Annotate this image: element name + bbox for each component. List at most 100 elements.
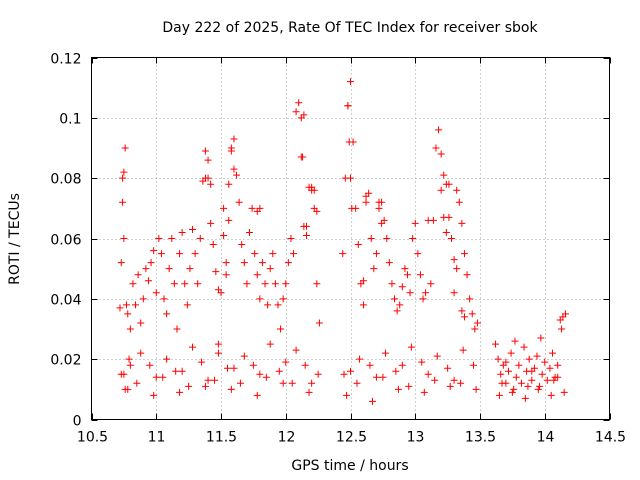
data-point xyxy=(157,250,165,258)
data-point xyxy=(420,388,428,396)
data-point xyxy=(515,361,523,369)
data-point xyxy=(207,219,215,227)
data-point xyxy=(366,361,374,369)
data-point xyxy=(517,379,525,387)
data-point xyxy=(431,376,439,384)
data-point xyxy=(450,289,458,297)
data-point xyxy=(494,355,502,363)
data-point xyxy=(173,325,181,333)
data-point xyxy=(126,361,134,369)
plot-frame xyxy=(91,57,610,420)
data-point xyxy=(315,319,323,327)
data-point xyxy=(261,280,269,288)
data-point xyxy=(450,376,458,384)
data-point xyxy=(498,379,506,387)
data-point xyxy=(546,364,554,372)
data-point xyxy=(502,358,510,366)
data-point xyxy=(220,204,228,212)
data-point xyxy=(121,144,129,152)
data-point xyxy=(249,361,257,369)
data-point xyxy=(204,156,212,164)
data-point xyxy=(204,376,212,384)
data-point xyxy=(172,367,180,375)
data-point xyxy=(243,280,251,288)
data-point xyxy=(554,361,562,369)
x-tick-label: 13.5 xyxy=(465,430,496,446)
x-tick-label: 11.5 xyxy=(206,430,237,446)
data-point xyxy=(125,355,133,363)
data-point xyxy=(538,370,546,378)
y-tick-labels: 0 0.02 0.04 0.06 0.08 0.1 0.12 xyxy=(50,52,81,430)
data-point xyxy=(453,186,461,194)
data-point xyxy=(359,301,367,309)
data-point xyxy=(308,379,316,387)
x-tick-label: 13 xyxy=(407,430,425,446)
y-tick-label: 0.06 xyxy=(50,233,81,249)
data-point xyxy=(554,373,562,381)
data-point xyxy=(495,391,503,399)
data-point xyxy=(300,111,308,119)
data-point xyxy=(440,171,448,179)
data-point xyxy=(388,280,396,288)
data-point xyxy=(507,349,515,357)
data-point xyxy=(504,367,512,375)
data-point xyxy=(378,219,386,227)
data-point xyxy=(209,241,217,249)
data-point xyxy=(541,358,549,366)
data-point xyxy=(185,382,193,390)
data-point xyxy=(511,337,519,345)
data-point xyxy=(186,265,194,273)
data-point xyxy=(533,352,541,360)
data-point xyxy=(561,310,569,318)
data-point xyxy=(313,280,321,288)
data-point xyxy=(313,207,321,215)
data-point xyxy=(282,358,290,366)
data-point xyxy=(385,259,393,267)
data-point xyxy=(256,370,264,378)
data-point xyxy=(119,174,127,182)
data-point xyxy=(292,346,300,354)
data-point xyxy=(240,352,248,360)
data-point xyxy=(189,225,197,233)
data-point xyxy=(446,382,454,390)
data-point xyxy=(207,180,215,188)
data-point xyxy=(225,180,233,188)
data-point xyxy=(152,289,160,297)
data-point xyxy=(178,367,186,375)
data-point xyxy=(235,198,243,206)
data-point xyxy=(212,268,220,276)
x-tick-label: 10.5 xyxy=(77,430,108,446)
data-point xyxy=(407,343,415,351)
data-point xyxy=(305,388,313,396)
data-point xyxy=(227,144,235,152)
data-point xyxy=(236,379,244,387)
data-point xyxy=(473,319,481,327)
data-point xyxy=(183,301,191,309)
data-point xyxy=(139,295,147,303)
data-point xyxy=(458,219,466,227)
y-axis-label: ROTI / TECUs xyxy=(7,193,23,285)
data-point xyxy=(302,222,310,230)
data-point xyxy=(353,379,361,387)
data-point xyxy=(528,367,536,375)
data-point xyxy=(256,295,264,303)
y-tick-label: 0.04 xyxy=(50,293,81,309)
data-point xyxy=(463,271,471,279)
data-point xyxy=(392,367,400,375)
y-tick-label: 0 xyxy=(73,414,82,430)
data-point xyxy=(168,235,176,242)
data-point xyxy=(301,361,309,369)
data-point xyxy=(406,289,414,297)
data-point xyxy=(292,108,300,116)
data-point xyxy=(372,373,380,381)
data-point xyxy=(414,250,422,258)
data-point xyxy=(223,364,231,372)
data-point xyxy=(137,319,145,327)
data-point xyxy=(230,135,238,143)
data-point xyxy=(277,325,285,333)
data-point xyxy=(340,370,348,378)
data-point xyxy=(238,241,246,249)
x-tick-label: 14.5 xyxy=(595,430,626,446)
data-point xyxy=(525,355,533,363)
data-point xyxy=(117,259,125,267)
